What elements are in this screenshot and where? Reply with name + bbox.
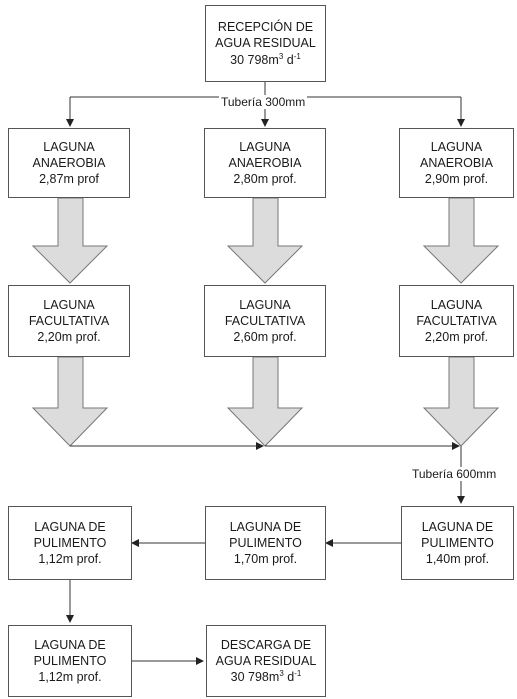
facultative-2-line2: FACULTATIVA [224, 313, 306, 328]
block-arrow-anaerobic-3 [422, 197, 500, 284]
reception-flow-exp2: -1 [293, 51, 301, 61]
polishing-3-depth: 1,40m prof. [425, 552, 490, 567]
discharge-line1: DESCARGA DE [220, 637, 312, 652]
block-arrow-facultative-2 [226, 356, 304, 447]
polishing-3-line1: LAGUNA DE [421, 519, 494, 534]
anaerobic-lagoon-1: LAGUNA ANAEROBIA 2,87m prof [8, 128, 130, 198]
facultative-lagoon-3: LAGUNA FACULTATIVA 2,20m prof. [399, 285, 514, 357]
facultative-2-line1: LAGUNA [239, 297, 291, 312]
anaerobic-1-line2: ANAEROBIA [32, 155, 106, 170]
anaerobic-lagoon-2: LAGUNA ANAEROBIA 2,80m prof. [204, 128, 326, 198]
reception-flow-unit: d [283, 52, 294, 67]
anaerobic-3-line2: ANAEROBIA [420, 155, 493, 170]
polishing-1-line2: PULIMENTO [33, 535, 107, 550]
facultative-3-line1: LAGUNA [430, 297, 483, 312]
discharge-flow-exp2: -1 [294, 668, 302, 678]
facultative-lagoon-1: LAGUNA FACULTATIVA 2,20m prof. [8, 285, 130, 357]
discharge-flow-exp1: 3 [279, 668, 284, 678]
polishing-lagoon-4: LAGUNA DE PULIMENTO 1,12m prof. [8, 625, 132, 697]
reception-flow-base: 30 798m [230, 52, 279, 67]
anaerobic-3-depth: 2,90m prof. [424, 172, 489, 187]
facultative-3-line2: FACULTATIVA [416, 313, 497, 328]
reception-line1: RECEPCIÓN DE [217, 20, 314, 35]
facultative-1-depth: 2,20m prof. [37, 330, 101, 345]
reception-line2: AGUA RESIDUAL [215, 36, 316, 51]
facultative-1-line1: LAGUNA [43, 297, 95, 312]
polishing-2-line2: PULIMENTO [229, 535, 302, 550]
facultative-lagoon-2: LAGUNA FACULTATIVA 2,60m prof. [204, 285, 326, 357]
pipe-600-label: Tubería 600mm [410, 467, 499, 481]
block-arrow-facultative-1 [31, 356, 109, 447]
discharge-flow: 30 798m3 d-1 [231, 669, 302, 685]
reception-box: RECEPCIÓN DE AGUA RESIDUAL 30 798m3 d-1 [205, 5, 326, 82]
polishing-3-line2: PULIMENTO [421, 535, 494, 550]
reception-flow: 30 798m3 d-1 [230, 52, 301, 68]
anaerobic-lagoon-3: LAGUNA ANAEROBIA 2,90m prof. [399, 128, 514, 198]
facultative-1-line2: FACULTATIVA [28, 313, 110, 328]
block-arrow-anaerobic-2 [226, 197, 304, 284]
facultative-3-depth: 2,20m prof. [424, 330, 489, 345]
anaerobic-1-depth: 2,87m prof [39, 172, 99, 187]
reception-flow-exp1: 3 [278, 51, 284, 61]
polishing-2-depth: 1,70m prof. [233, 552, 298, 567]
block-arrow-anaerobic-1 [31, 197, 109, 284]
anaerobic-3-line1: LAGUNA [430, 139, 483, 154]
discharge-box: DESCARGA DE AGUA RESIDUAL 30 798m3 d-1 [206, 625, 326, 697]
polishing-2-line1: LAGUNA DE [229, 519, 302, 534]
anaerobic-2-line2: ANAEROBIA [228, 155, 302, 170]
discharge-flow-base: 30 798m [230, 670, 280, 685]
pipe-300-label: Tubería 300mm [219, 95, 308, 109]
anaerobic-2-line1: LAGUNA [239, 139, 291, 154]
polishing-4-line1: LAGUNA DE [34, 637, 106, 652]
polishing-lagoon-2: LAGUNA DE PULIMENTO 1,70m prof. [205, 506, 326, 580]
block-arrow-facultative-3 [422, 356, 500, 447]
polishing-4-depth: 1,12m prof. [38, 670, 102, 685]
polishing-lagoon-3: LAGUNA DE PULIMENTO 1,40m prof. [401, 506, 514, 580]
polishing-1-line1: LAGUNA DE [34, 519, 106, 534]
anaerobic-1-line1: LAGUNA [43, 139, 95, 154]
facultative-2-depth: 2,60m prof. [233, 330, 297, 345]
discharge-flow-unit: d [283, 670, 295, 685]
polishing-1-depth: 1,12m prof. [38, 552, 102, 567]
discharge-line2: AGUA RESIDUAL [215, 653, 317, 668]
polishing-lagoon-1: LAGUNA DE PULIMENTO 1,12m prof. [8, 506, 132, 580]
polishing-4-line2: PULIMENTO [33, 653, 107, 668]
anaerobic-2-depth: 2,80m prof. [233, 172, 297, 187]
